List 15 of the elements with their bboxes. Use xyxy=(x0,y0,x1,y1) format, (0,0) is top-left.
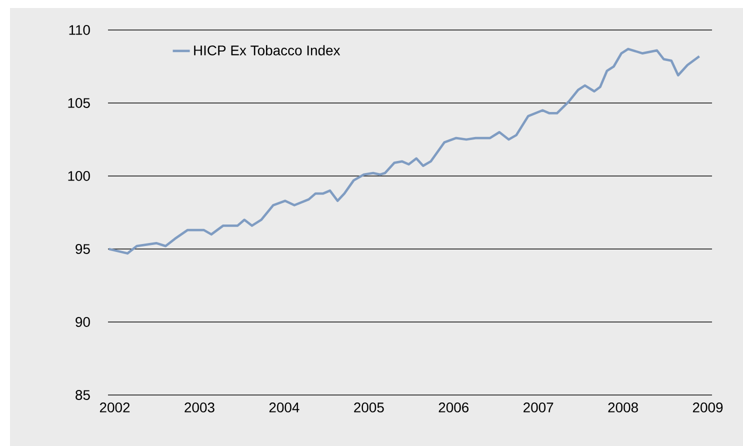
x-tick-label: 2005 xyxy=(354,402,384,412)
y-tick-label: 110 xyxy=(69,25,90,35)
y-tick-label: 85 xyxy=(76,390,90,400)
legend-label: HICP Ex Tobacco Index xyxy=(194,45,340,56)
x-tick-label: 2006 xyxy=(438,402,469,412)
x-tick-label: 2003 xyxy=(184,402,214,412)
y-tick-label: 95 xyxy=(76,244,90,254)
x-tick-label: 2002 xyxy=(100,402,130,412)
x-tick-label: 2007 xyxy=(524,402,554,412)
x-tick-label: 2008 xyxy=(608,402,638,412)
y-tick-label: 100 xyxy=(68,171,90,181)
x-tick-label: 2009 xyxy=(692,402,723,412)
x-tick-label: 2004 xyxy=(269,402,300,412)
y-tick-label: 105 xyxy=(68,98,90,108)
y-tick-label: 90 xyxy=(76,317,90,327)
